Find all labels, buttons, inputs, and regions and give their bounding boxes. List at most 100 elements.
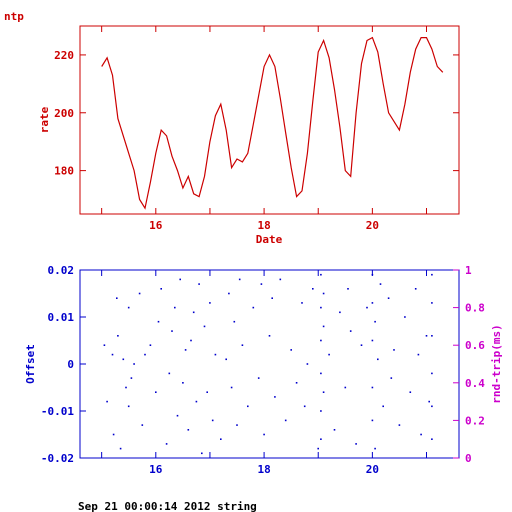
offset-point <box>141 424 144 426</box>
offset-x-ticks: 16 18 20 <box>101 270 428 476</box>
offset-point <box>116 297 118 299</box>
offset-point <box>371 302 374 304</box>
offset-point <box>125 386 127 389</box>
offset-point <box>414 288 417 290</box>
offset-point <box>328 353 330 356</box>
offset-point <box>155 391 157 393</box>
offset-point <box>184 349 187 351</box>
offset-points <box>103 273 433 455</box>
offset-point <box>312 288 314 290</box>
offset-point <box>274 396 276 398</box>
offset-point <box>303 405 306 408</box>
rate-y-tick-label: 220 <box>54 49 74 62</box>
offset-point <box>377 358 379 361</box>
offset-point <box>174 306 176 309</box>
offset-point <box>374 320 376 323</box>
offset-point <box>322 391 325 393</box>
offset-point <box>371 273 374 276</box>
offset-point <box>260 283 263 285</box>
offset-point <box>252 306 255 309</box>
offset-chart: -0.02 -0.01 0 0.01 0.02 0 0.2 0.4 0.6 0.8 1 16 18 2… <box>24 264 503 476</box>
offset-point <box>228 292 230 295</box>
offset-point <box>230 386 233 389</box>
offset-point <box>431 335 433 337</box>
offset-point <box>320 410 322 412</box>
offset-point <box>347 288 349 290</box>
offset-point <box>322 325 325 328</box>
rate-x-tick-label: 16 <box>149 219 163 232</box>
roundtrip-y-ticks: 0 0.2 0.4 0.6 0.8 1 <box>453 264 485 465</box>
offset-point <box>393 349 395 351</box>
offset-point <box>387 297 390 299</box>
footer-timestamp: Sep 21 00:00:14 2012 string <box>78 500 257 512</box>
offset-x-tick-label: 20 <box>366 463 379 476</box>
roundtrip-y-tick-label: 0.2 <box>465 414 485 427</box>
roundtrip-y-axis-label: rnd-trip(ms) <box>490 324 503 403</box>
offset-point <box>198 283 200 285</box>
offset-point <box>209 302 211 304</box>
offset-point <box>284 419 287 422</box>
offset-point <box>344 386 347 389</box>
roundtrip-y-tick-label: 0.8 <box>465 302 485 315</box>
offset-point <box>133 363 135 365</box>
offset-point <box>236 424 238 426</box>
offset-point <box>195 400 198 403</box>
offset-point <box>157 320 160 323</box>
offset-point <box>333 429 336 431</box>
offset-point <box>431 273 433 276</box>
offset-point <box>138 292 141 295</box>
offset-point <box>320 339 322 342</box>
offset-point <box>220 438 222 440</box>
offset-point <box>117 335 119 337</box>
offset-point <box>203 325 206 328</box>
offset-point <box>176 414 179 417</box>
offset-point <box>206 391 208 393</box>
offset-point <box>301 302 303 304</box>
offset-point <box>431 438 433 440</box>
offset-point <box>431 302 433 304</box>
offset-point <box>360 344 363 346</box>
offset-point <box>428 400 430 403</box>
offset-point <box>187 429 190 431</box>
offset-point <box>379 283 382 285</box>
offset-point <box>295 382 298 384</box>
offset-point <box>144 353 146 356</box>
offset-point <box>371 339 374 342</box>
offset-point <box>382 405 384 408</box>
offset-point <box>241 344 244 346</box>
offset-point <box>371 419 374 422</box>
offset-point <box>247 405 249 408</box>
offset-point <box>190 339 192 342</box>
offset-point <box>320 273 322 276</box>
offset-point <box>233 320 236 323</box>
offset-point <box>271 297 273 299</box>
offset-y-tick-label: 0.01 <box>48 311 75 324</box>
offset-point <box>371 386 374 389</box>
offset-point <box>165 443 168 445</box>
offset-point <box>119 447 122 450</box>
offset-y-tick-label: -0.02 <box>41 452 74 465</box>
rate-x-axis-label: Date <box>256 233 283 246</box>
rate-chart-frame <box>79 25 460 215</box>
offset-point <box>320 306 322 309</box>
roundtrip-y-tick-label: 1 <box>465 264 472 277</box>
offset-y-tick-label: 0 <box>67 358 74 371</box>
offset-y-tick-label: -0.01 <box>41 405 74 418</box>
offset-point <box>390 377 393 379</box>
offset-point <box>374 447 376 450</box>
offset-point <box>149 344 152 346</box>
roundtrip-y-tick-label: 0.6 <box>465 339 485 352</box>
offset-point <box>425 335 428 337</box>
offset-chart-frame <box>79 269 460 459</box>
offset-point <box>201 452 203 455</box>
offset-point <box>290 349 292 351</box>
rate-y-tick-label: 200 <box>54 107 74 120</box>
offset-point <box>409 391 412 393</box>
offset-point <box>322 292 325 295</box>
rate-x-ticks: 16 18 20 <box>101 26 428 232</box>
offset-point <box>420 433 422 436</box>
offset-point <box>179 278 181 281</box>
offset-point <box>160 288 162 290</box>
offset-y-axis-label: Offset <box>24 344 37 384</box>
